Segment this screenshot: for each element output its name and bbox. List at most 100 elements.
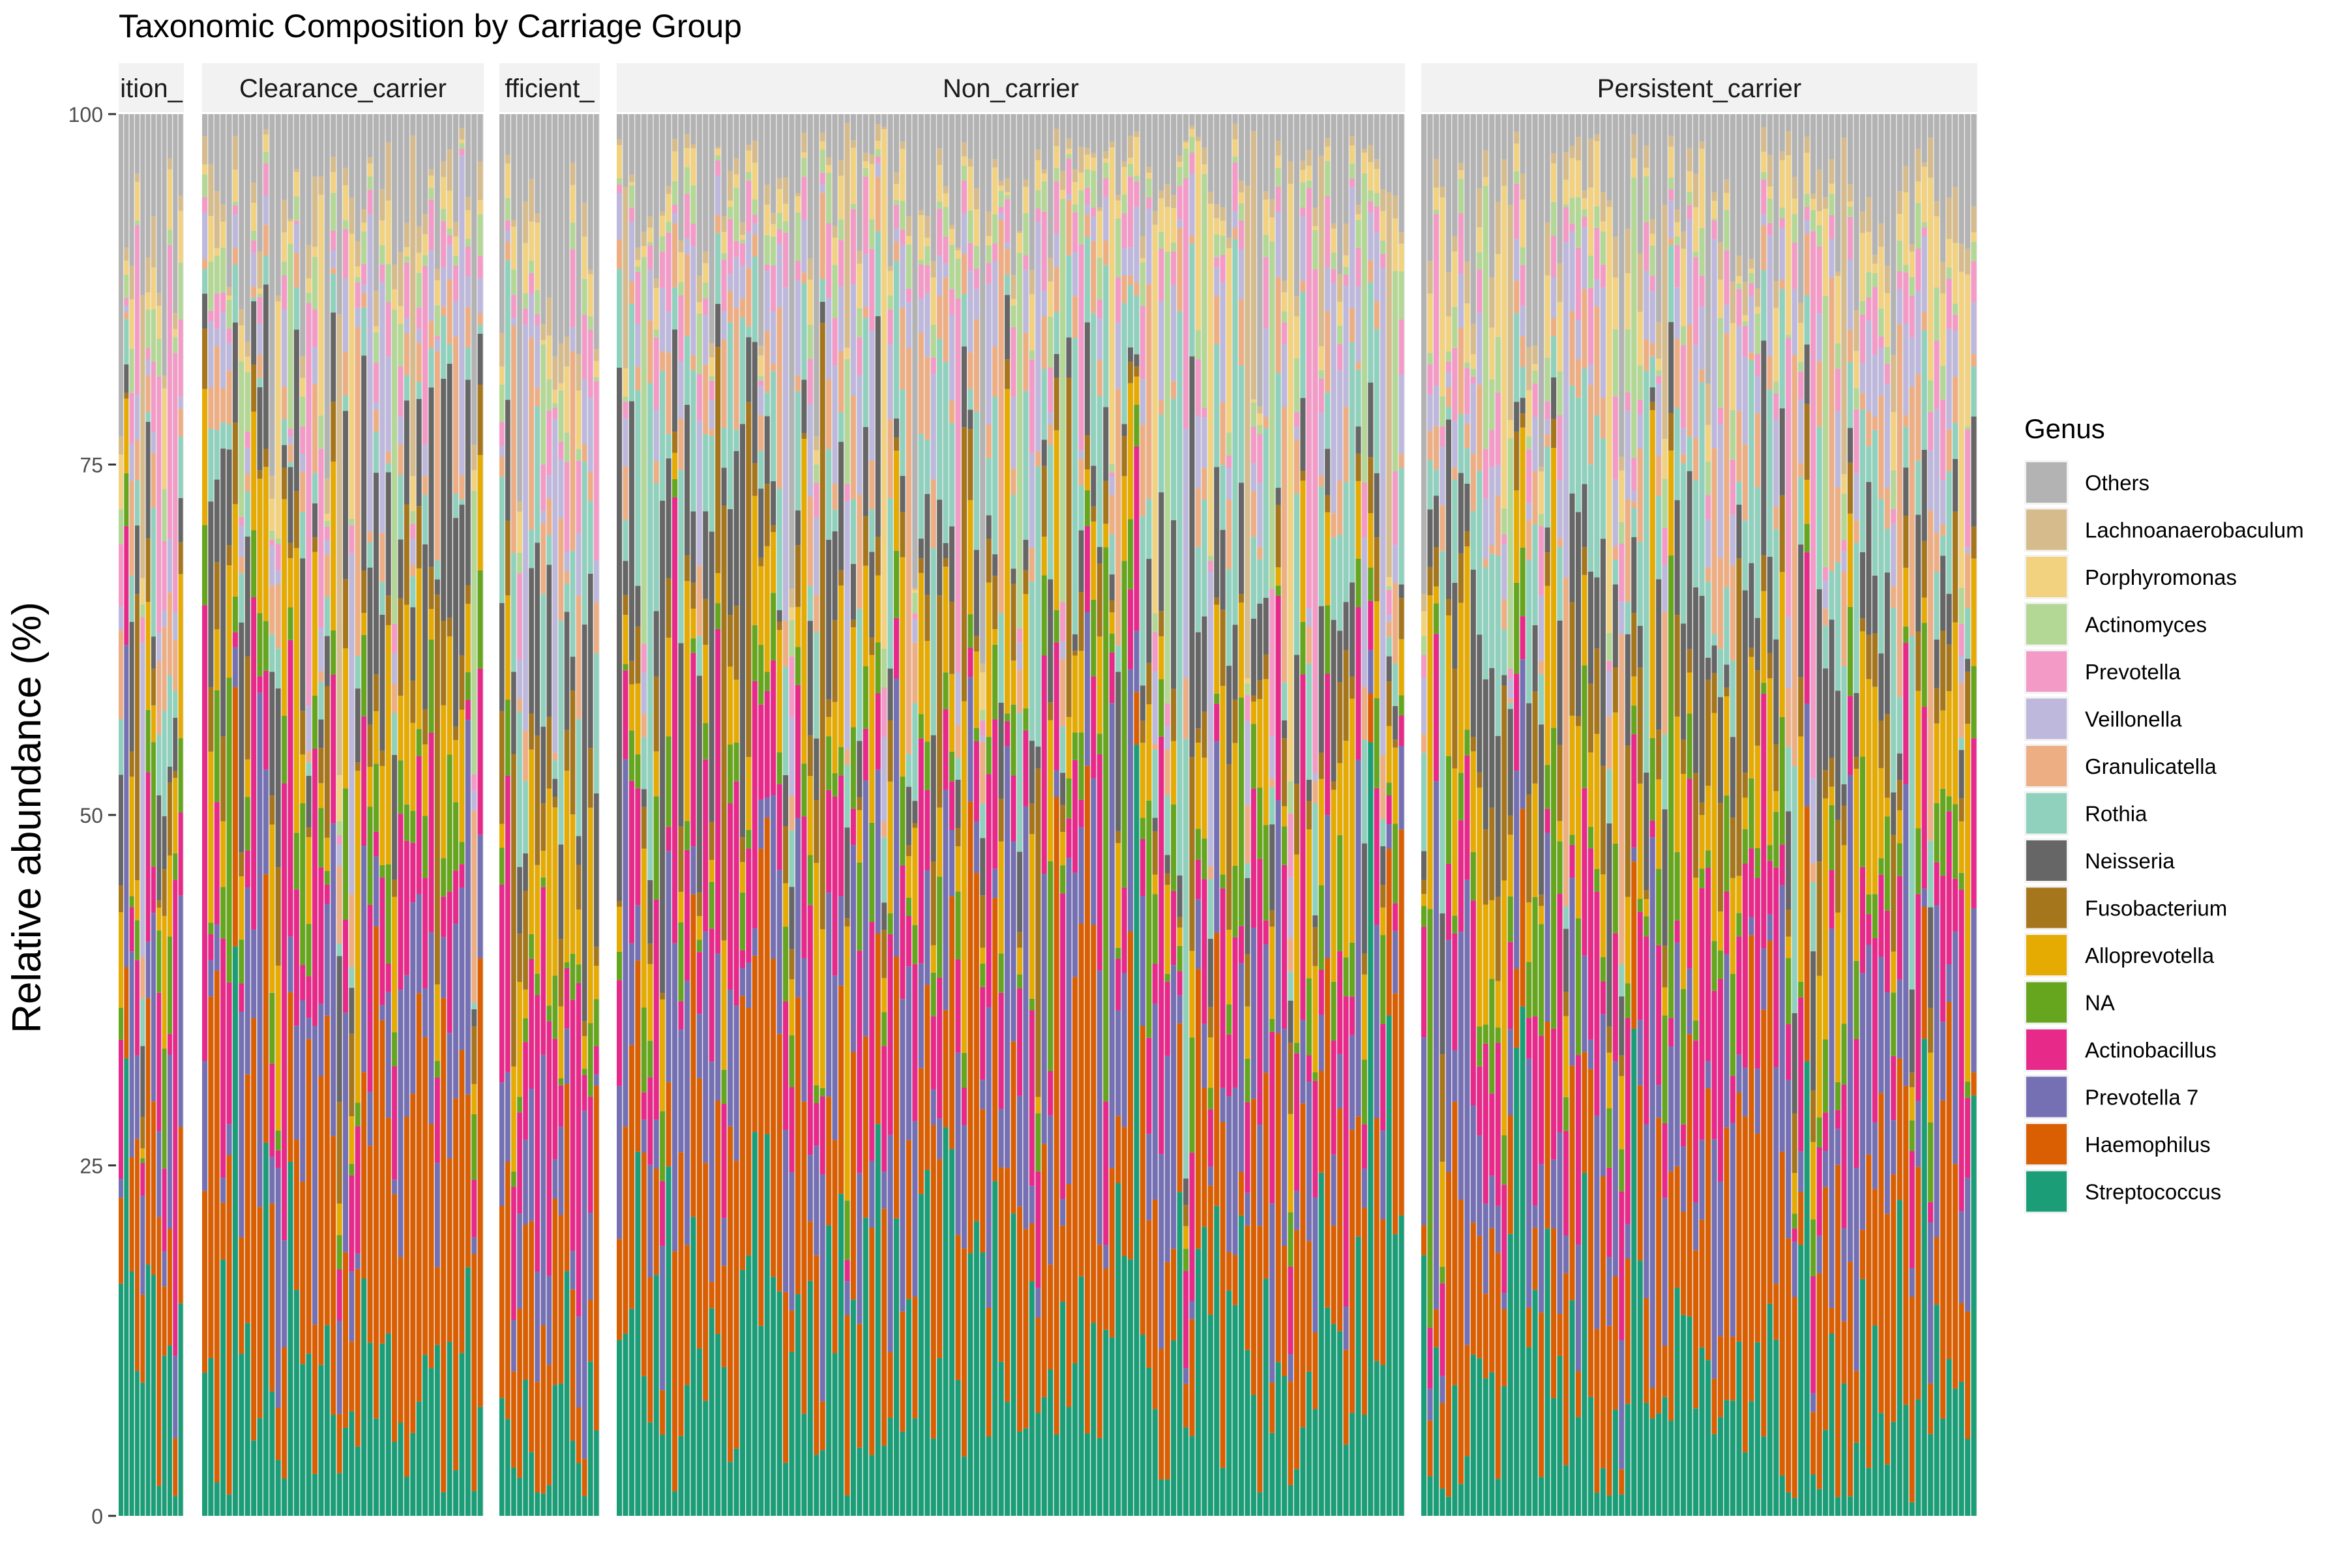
bar-segment — [398, 696, 404, 760]
bar-segment — [647, 383, 653, 880]
bar-segment — [435, 1061, 440, 1077]
bar-segment — [789, 718, 794, 796]
bar-segment — [1594, 1329, 1599, 1492]
bar-segment — [398, 475, 404, 539]
bar-segment — [1650, 357, 1655, 387]
bar-segment — [1563, 153, 1569, 180]
sample-bar — [1452, 114, 1457, 1516]
bar-segment — [529, 568, 534, 713]
bar-segment — [227, 565, 232, 677]
bar-segment — [752, 1132, 758, 1516]
bar-segment — [582, 1069, 587, 1075]
sample-bar — [1792, 114, 1797, 1516]
bar-segment — [826, 717, 831, 736]
bar-segment — [888, 668, 893, 720]
bar-segment — [1773, 114, 1779, 281]
bar-segment — [1434, 1309, 1439, 1347]
bar-segment — [294, 1290, 299, 1516]
bar-segment — [130, 777, 134, 896]
bar-segment — [931, 278, 936, 325]
bar-segment — [967, 211, 973, 243]
bar-segment — [1557, 894, 1563, 1132]
bar-segment — [417, 993, 422, 1401]
bar-segment — [937, 256, 942, 296]
sample-bar — [1362, 114, 1367, 1516]
bar-segment — [398, 540, 404, 599]
bar-segment — [900, 777, 905, 865]
bar-segment — [1860, 1230, 1865, 1279]
bar-segment — [635, 272, 640, 324]
bar-segment — [1257, 1125, 1262, 1226]
bar-segment — [1399, 375, 1404, 454]
bar-segment — [869, 1228, 874, 1455]
bar-segment — [943, 558, 949, 567]
bar-segment — [1903, 516, 1908, 568]
bar-segment — [1282, 1029, 1287, 1246]
bar-segment — [1350, 997, 1355, 1035]
sample-bar — [208, 114, 213, 1516]
bar-segment — [499, 366, 505, 385]
bar-segment — [398, 445, 404, 475]
bar-segment — [168, 229, 172, 244]
bar-segment — [1613, 560, 1618, 584]
bar-segment — [1860, 618, 1865, 631]
bar-segment — [1374, 1118, 1380, 1361]
facet-strip-label: Clearance_carrier — [239, 74, 447, 103]
bar-segment — [465, 210, 471, 239]
bar-segment — [1421, 655, 1426, 677]
bar-segment — [1638, 254, 1643, 312]
bar-segment — [282, 716, 287, 783]
bar-segment — [1226, 499, 1232, 569]
bar-segment — [1761, 555, 1766, 591]
bar-segment — [1458, 274, 1464, 328]
bar-segment — [1035, 1097, 1041, 1114]
sample-bar — [1029, 114, 1035, 1516]
bar-segment — [1337, 326, 1342, 344]
bar-segment — [1625, 329, 1631, 392]
bar-segment — [1276, 585, 1281, 596]
bar-segment — [924, 440, 930, 494]
bar-segment — [1399, 598, 1404, 639]
bar-segment — [685, 167, 690, 194]
bar-segment — [955, 959, 960, 1052]
bar-segment — [343, 168, 348, 185]
bar-segment — [1798, 323, 1803, 362]
sample-bar — [629, 114, 634, 1516]
bar-segment — [635, 960, 640, 1151]
bar-segment — [1780, 885, 1785, 1152]
bar-segment — [1563, 1235, 1569, 1273]
bar-segment — [151, 432, 156, 453]
bar-segment — [1749, 935, 1754, 1401]
bar-segment — [1835, 820, 1840, 913]
bar-segment — [1675, 921, 1680, 943]
bar-segment — [1576, 717, 1581, 726]
bar-segment — [1085, 323, 1090, 436]
bar-segment — [1042, 369, 1047, 440]
bar-segment — [540, 510, 546, 524]
bar-segment — [1477, 188, 1482, 227]
bar-segment — [220, 248, 226, 293]
bar-segment — [233, 214, 238, 248]
bar-segment — [1644, 1403, 1649, 1516]
bar-segment — [740, 837, 745, 862]
bar-segment — [765, 546, 770, 672]
sample-bar — [565, 114, 570, 1516]
bar-segment — [888, 1352, 893, 1417]
bar-segment — [559, 621, 564, 844]
bar-segment — [1557, 547, 1563, 621]
bar-segment — [881, 114, 887, 127]
bar-segment — [1078, 827, 1084, 924]
bar-segment — [888, 720, 893, 782]
bar-segment — [398, 1257, 404, 1423]
bar-segment — [1928, 1122, 1933, 1202]
bar-segment — [1072, 651, 1078, 655]
bar-segment — [582, 1496, 587, 1516]
bar-segment — [678, 470, 683, 643]
bar-segment — [1514, 313, 1519, 402]
bar-segment — [808, 776, 813, 855]
bar-segment — [505, 400, 510, 521]
bar-segment — [1434, 188, 1439, 210]
bar-segment — [1805, 233, 1810, 295]
bar-segment — [1085, 435, 1090, 469]
bar-segment — [1539, 114, 1544, 467]
